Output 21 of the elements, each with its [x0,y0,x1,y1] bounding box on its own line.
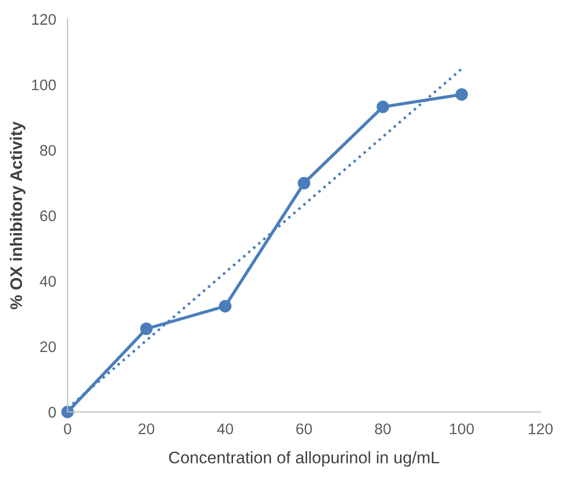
x-tick-label: 60 [296,423,312,434]
y-tick-label: 0 [48,406,56,418]
y-tick-label: 40 [40,276,56,287]
x-tick-label: 120 [528,423,553,434]
x-axis-title: Concentration of allopurinol in ug/mL [169,451,440,467]
point [455,88,468,101]
y-tick-label: 60 [40,210,56,222]
y-tick-label: 80 [40,144,56,156]
x-tick-label: 40 [217,423,234,434]
y-tick-label: 100 [32,79,56,90]
point [376,100,390,114]
x-tick-label: 20 [138,423,154,434]
x-tick-label: 100 [450,423,474,434]
point [298,176,310,190]
point [218,300,232,312]
x-tick-label: 0 [64,423,72,434]
y-tick-label: 20 [40,341,56,352]
point [140,322,153,336]
y-tick-label: 120 [32,14,56,25]
x-tick-label: 80 [375,423,391,434]
y-axis-title: % OX inhibitory Activity [10,121,26,310]
